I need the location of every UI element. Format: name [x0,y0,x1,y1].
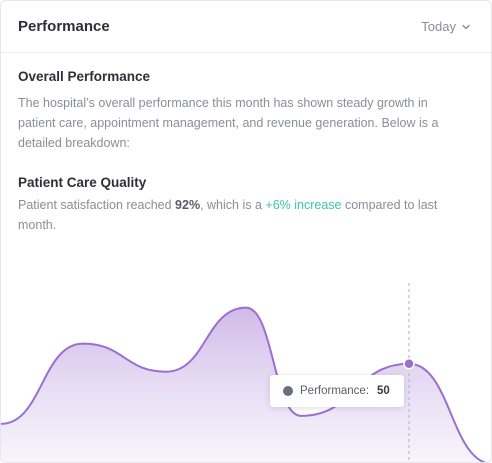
series-dot-icon [283,386,293,396]
increase-value: +6% increase [265,198,342,212]
performance-area [1,307,484,462]
chevron-down-icon [462,24,470,29]
tooltip-label: Performance: [300,385,370,397]
overall-performance-heading: Overall Performance [18,69,151,84]
card-title: Performance [18,18,110,35]
performance-chart[interactable] [1,241,492,463]
period-label: Today [421,19,456,34]
patient-care-text: Patient satisfaction reached 92%, which … [18,198,438,232]
chart-tooltip: Performance: 50 [270,375,404,407]
satisfaction-value: 92% [175,198,201,212]
tooltip-value: 50 [377,385,390,397]
period-dropdown[interactable]: Today [421,19,471,34]
highlighted-point[interactable] [403,357,415,370]
card-header: Performance Today [1,1,491,53]
patient-care-heading: Patient Care Quality [18,175,147,190]
overall-performance-text: The hospital’s overall performance this … [18,96,439,150]
